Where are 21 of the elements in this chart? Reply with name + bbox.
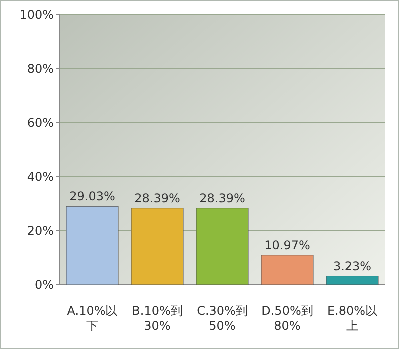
- bar: [326, 276, 379, 286]
- x-tick-label: B.10%到30%: [132, 304, 183, 333]
- x-tick-label: C.30%到50%: [197, 304, 248, 333]
- x-tick-label: E.80%以上: [327, 304, 378, 333]
- bar: [196, 208, 249, 286]
- bar: [66, 206, 119, 286]
- bar: [261, 255, 314, 286]
- data-label: 28.39%: [134, 191, 180, 206]
- data-label: 10.97%: [264, 238, 310, 252]
- data-label: 29.03%: [70, 190, 116, 204]
- x-tick-label: D.50%到80%: [262, 304, 314, 333]
- y-tick-label: 0%: [34, 278, 54, 292]
- x-tick-label: A.10%以下: [67, 304, 118, 333]
- bar: [131, 208, 184, 286]
- y-tick-label: 20%: [27, 224, 54, 238]
- data-label: 3.23%: [333, 259, 372, 274]
- y-tick-label: 60%: [27, 116, 54, 130]
- y-tick-label: 40%: [27, 170, 54, 184]
- y-tick-label: 80%: [27, 62, 54, 76]
- y-tick-label: 100%: [20, 8, 54, 22]
- data-label: 28.39%: [200, 191, 246, 206]
